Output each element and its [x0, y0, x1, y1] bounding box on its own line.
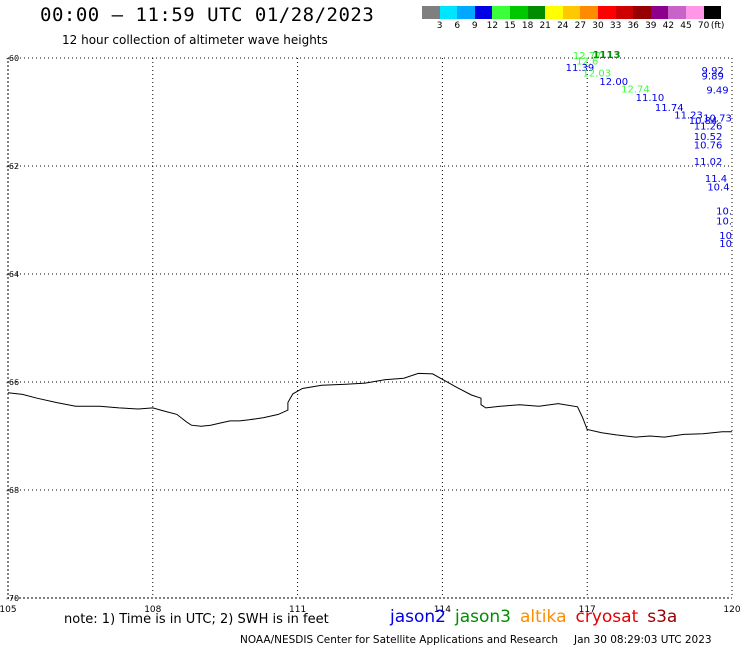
timestamp-text: Jan 30 08:29:03 UTC 2023 [574, 634, 712, 646]
lat-label: -60 [6, 54, 19, 63]
wave-height-label: 10.73 [703, 114, 732, 125]
map-frame [7, 57, 733, 599]
wave-height-label: 11.39 [566, 63, 595, 74]
wave-height-label: 10. [716, 216, 732, 227]
legend-tick: 3 [436, 21, 443, 31]
legend-swatch [457, 6, 475, 19]
wave-height-label: 12.03 [583, 68, 612, 79]
satellite-cryosat: cryosat [575, 607, 639, 627]
legend-tick: 42 [662, 21, 675, 31]
satellite-jason3: jason3 [455, 607, 511, 627]
legend-swatches [422, 6, 722, 19]
antarctic-coastline [7, 372, 732, 438]
wave-height-label: 9.92 [702, 66, 724, 77]
lon-label: 114 [434, 605, 451, 615]
wave-height-label: 11.74 [655, 103, 684, 114]
footer: NOAA/NESDIS Center for Satellite Applica… [240, 634, 712, 646]
legend-swatch [562, 6, 581, 19]
wave-height-label: 10.52 [694, 132, 723, 143]
legend-swatch [422, 6, 440, 19]
latitude-labels: -60 -62 -64 -66 -68 -70 [6, 54, 19, 603]
legend-tick: 21 [539, 21, 551, 31]
graticule-grid [7, 57, 733, 599]
legend-swatch [492, 6, 510, 19]
legend-tick: 39 [645, 21, 657, 31]
legend-tick: 45 [680, 21, 692, 31]
legend-ticks: 3 6 9 12 15 18 21 24 27 30 33 36 39 42 45 70 (ft) [422, 19, 725, 33]
wave-height-label: 9.89 [702, 72, 724, 83]
page-title: 00:00 – 11:59 UTC 01/28/2023 [40, 4, 375, 26]
lat-label: -66 [6, 378, 19, 387]
wave-height-label: 10 [719, 239, 732, 250]
wave-height-label: 10.76 [694, 141, 723, 152]
wave-height-label: 12.77 [573, 51, 602, 62]
lat-label: -62 [6, 162, 19, 171]
wave-height-label: 11.23 [674, 110, 703, 121]
legend-tick: 33 [609, 21, 622, 31]
wave-height-label: 12.6 [576, 56, 598, 67]
color-scale-legend: 3 6 9 12 15 18 21 24 27 30 33 36 39 42 45 70 (ft) [422, 6, 725, 33]
legend-swatch [615, 6, 634, 19]
legend-tick: 9 [471, 21, 478, 31]
lon-label: 111 [289, 605, 306, 615]
legend-tick: (ft) [710, 21, 725, 31]
satellite-jason2: jason2 [390, 607, 446, 627]
satellite-altika: altika [520, 607, 567, 627]
credit-text: NOAA/NESDIS Center for Satellite Applica… [240, 634, 558, 646]
legend-swatch [474, 6, 493, 19]
wave-height-label: 12.74 [621, 85, 650, 96]
legend-swatch [439, 6, 458, 19]
lat-label: -70 [6, 594, 19, 603]
legend-tick: 12 [486, 21, 499, 31]
legend-swatch [650, 6, 669, 19]
legend-swatch [509, 6, 528, 19]
wave-height-label: 11.02 [694, 157, 723, 168]
wave-height-label: 11.26 [694, 121, 723, 132]
legend-swatch [633, 6, 651, 19]
lat-label: -68 [6, 486, 19, 495]
legend-tick: 6 [454, 21, 461, 31]
legend-swatch [527, 6, 546, 19]
legend-tick: 70 [697, 21, 710, 31]
wave-height-observations: 12.7712.6111311.3912.0312.0012.7411.1011… [566, 50, 732, 250]
legend-swatch [597, 6, 616, 19]
legend-tick: 36 [627, 21, 639, 31]
wave-height-label: 11.10 [636, 93, 665, 104]
wave-height-label: 10.4 [707, 182, 729, 193]
legend-swatch [703, 6, 722, 19]
legend-tick: 30 [592, 21, 604, 31]
legend-tick: 24 [557, 21, 569, 31]
satellite-key: jason2 jason3 altika cryosat s3a [390, 607, 686, 627]
legend-tick: 15 [504, 21, 516, 31]
lon-label: 108 [144, 605, 161, 615]
wave-height-label: 9.49 [706, 86, 728, 97]
lon-label: 117 [579, 605, 596, 615]
legend-swatch [668, 6, 686, 19]
wave-height-label: 10. [716, 207, 732, 218]
longitude-labels: 105 108 111 114 117 120 [0, 605, 740, 615]
wave-height-label: 11.4 [705, 174, 727, 185]
legend-tick: 18 [521, 21, 534, 31]
wave-height-label: 12.00 [599, 77, 628, 88]
lon-label: 105 [0, 605, 17, 615]
legend-tick: 27 [574, 21, 587, 31]
wave-height-label: 1113 [593, 50, 621, 61]
legend-swatch [545, 6, 563, 19]
wave-height-label: 10 [719, 231, 732, 242]
page-subtitle: 12 hour collection of altimeter wave hei… [62, 33, 328, 47]
note-text: note: 1) Time is in UTC; 2) SWH is in fe… [64, 612, 329, 627]
legend-swatch [580, 6, 598, 19]
legend-swatch [685, 6, 704, 19]
lon-label: 120 [723, 605, 740, 615]
wave-height-label: 10.84 [689, 116, 718, 127]
satellite-s3a: s3a [647, 607, 678, 627]
lat-label: -64 [6, 270, 19, 279]
